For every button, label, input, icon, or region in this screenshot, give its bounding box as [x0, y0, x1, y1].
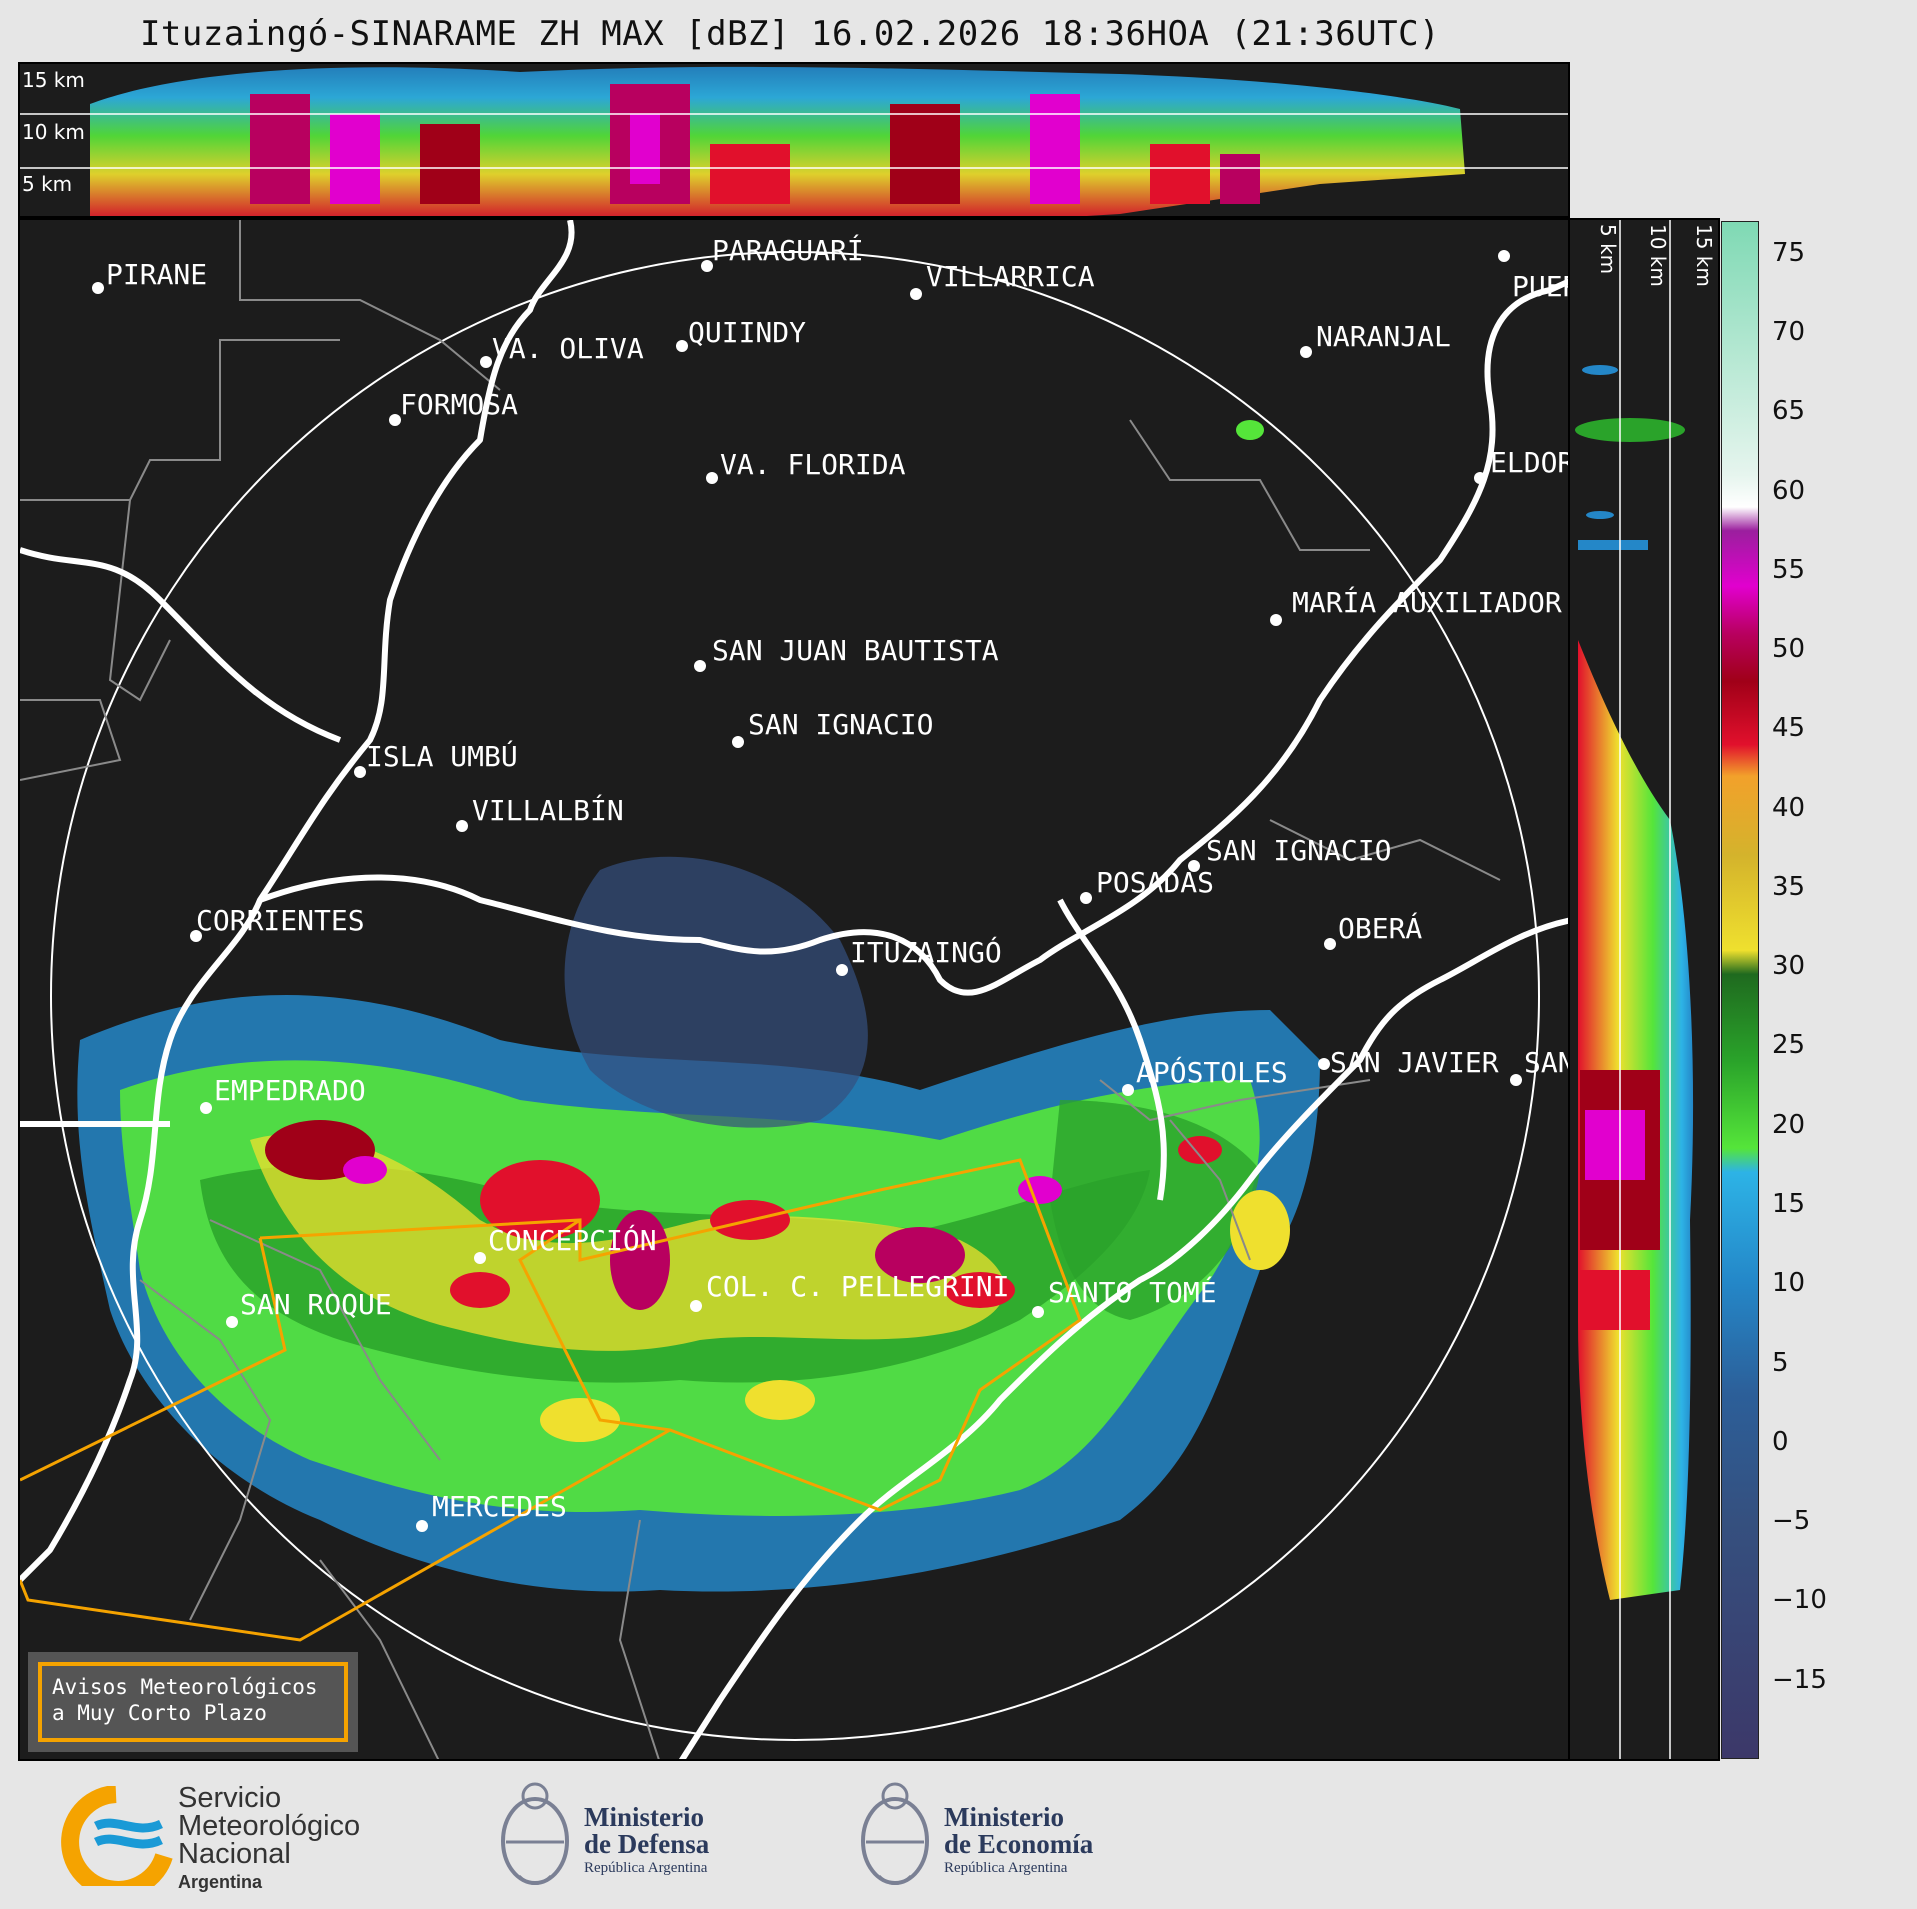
city-label: CORRIENTES: [196, 904, 365, 937]
colorbar-tick-label: −5: [1772, 1506, 1811, 1537]
radar-map: PARAGUARÍ PIRANE VILLARRICA VA. OLIVA QU…: [18, 218, 1570, 1761]
city-label: SAN: [1524, 1046, 1570, 1079]
coat-of-arms-icon: [861, 1782, 929, 1885]
city-label: VA. OLIVA: [492, 332, 644, 365]
colorbar-tick-label: −10: [1772, 1585, 1827, 1616]
borders: [20, 220, 1568, 1759]
city-label: SANTO TOMÉ: [1048, 1276, 1217, 1309]
storm-cores: [265, 420, 1290, 1442]
city-label: COL. C. PELLEGRINI: [706, 1270, 1010, 1303]
side-label-10km: 10 km: [1646, 224, 1670, 287]
colorbar-tick-label: 10: [1772, 1268, 1806, 1299]
city-label: FORMOSA: [400, 388, 519, 421]
side-label-15km: 15 km: [1692, 224, 1716, 287]
range-ring: [50, 251, 1540, 1741]
colorbar-tick-label: 45: [1772, 713, 1806, 744]
colorbar-tick-label: 60: [1772, 475, 1806, 506]
warning-legend: Avisos Meteorológicos a Muy Corto Plazo: [28, 1652, 358, 1752]
city-label: MERCEDES: [432, 1490, 567, 1523]
city-label: PARAGUARÍ: [712, 234, 864, 267]
top-cross-section-plot: [20, 66, 1568, 216]
colorbar-tick-label: 40: [1772, 792, 1806, 823]
city-label: SAN JAVIER: [1330, 1046, 1499, 1079]
colorbar-tick-label: 70: [1772, 316, 1806, 347]
colorbar-tick-label: 0: [1772, 1426, 1789, 1457]
city-label: VA. FLORIDA: [720, 448, 906, 481]
city-label: PUER: [1512, 270, 1568, 303]
city-label: VILLARRICA: [926, 260, 1095, 293]
ministerio-economia: Ministerio de Economía República Argenti…: [944, 1802, 1094, 1877]
city-label: EMPEDRADO: [214, 1074, 366, 1107]
chart-title: Ituzaingó-SINARAME ZH MAX [dBZ] 16.02.20…: [139, 14, 1441, 54]
colorbar-tick-label: 65: [1772, 396, 1806, 427]
top-label-5km: 5 km: [22, 172, 73, 196]
warning-legend-line1: Avisos Meteorológicos: [52, 1675, 318, 1699]
colorbar-tick-label: 55: [1772, 554, 1806, 585]
coat-of-arms-icon: [501, 1782, 569, 1885]
city-label: SAN IGNACIO: [748, 708, 934, 741]
colorbar-tick-label: 50: [1772, 634, 1806, 665]
warning-polygons: [20, 1158, 1082, 1642]
admin-boundaries: [20, 220, 1501, 1759]
top-cross-section: 15 km 10 km 5 km: [18, 62, 1570, 218]
city-label: VILLALBÍN: [472, 794, 624, 827]
city-label: POSADAS: [1096, 866, 1215, 899]
colorbar-tick-label: 75: [1772, 237, 1806, 268]
city-label: SAN ROQUE: [240, 1288, 392, 1321]
smn-name: Servicio Meteorológico Nacional Argentin…: [178, 1782, 361, 1893]
city-label: MARÍA AUXILIADOR: [1292, 586, 1562, 619]
colorbar-tick-label: 35: [1772, 871, 1806, 902]
top-cores: [250, 84, 1260, 204]
colorbar-tick-label: −15: [1772, 1664, 1827, 1695]
city-label: ELDOR: [1490, 446, 1570, 479]
colorbar: [1721, 221, 1759, 1759]
colorbar-tick-label: 15: [1772, 1189, 1806, 1220]
colorbar-tick-label: 20: [1772, 1109, 1806, 1140]
warning-legend-line2: a Muy Corto Plazo: [52, 1701, 267, 1725]
city-label: OBERÁ: [1338, 912, 1423, 945]
side-cross-section-plot: [1575, 220, 1694, 1759]
precip-echoes: [77, 856, 1321, 1592]
city-label: NARANJAL: [1316, 320, 1451, 353]
city-label: SAN IGNACIO: [1206, 834, 1392, 867]
colorbar-tick-label: 5: [1772, 1347, 1789, 1378]
city-label: APÓSTOLES: [1136, 1056, 1288, 1089]
city-label: ITUZAINGÓ: [850, 936, 1002, 969]
city-label: SAN JUAN BAUTISTA: [712, 634, 999, 667]
city-label: QUIINDY: [688, 316, 807, 349]
colorbar-tick-label: 30: [1772, 951, 1806, 982]
smn-logo-icon: [61, 1786, 173, 1886]
top-label-15km: 15 km: [22, 68, 85, 92]
side-label-5km: 5 km: [1596, 224, 1620, 275]
city-label: PIRANE: [106, 258, 208, 291]
city-label: ISLA UMBÚ: [366, 740, 518, 773]
side-cross-section: 5 km 10 km 15 km: [1570, 218, 1720, 1761]
ministerio-defensa: Ministerio de Defensa República Argentin…: [584, 1802, 710, 1877]
city-label: CONCEPCIÓN: [488, 1224, 657, 1257]
colorbar-tick-label: 25: [1772, 1030, 1806, 1061]
radar-map-layer: [20, 220, 1568, 1759]
top-label-10km: 10 km: [22, 120, 85, 144]
